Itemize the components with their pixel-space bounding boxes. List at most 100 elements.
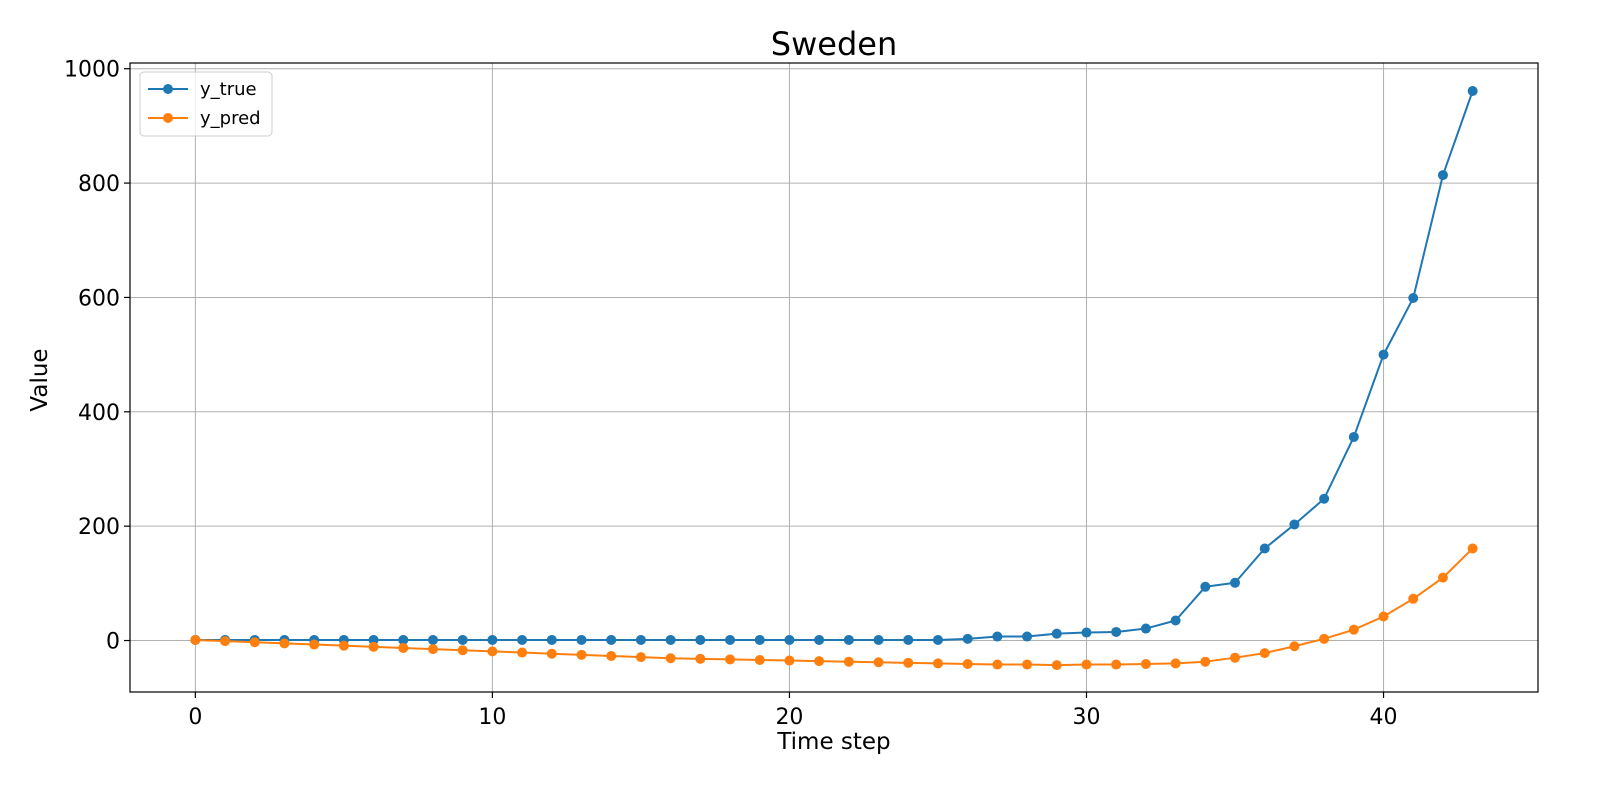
data-point-y_true <box>1378 349 1389 360</box>
data-point-y_true <box>1081 627 1092 638</box>
data-point-y_true <box>1467 86 1478 97</box>
data-point-y_pred <box>338 640 349 651</box>
data-point-y_pred <box>368 641 379 652</box>
data-point-y_true <box>1348 431 1359 442</box>
data-point-y_pred <box>1111 659 1122 670</box>
data-point-y_true <box>398 634 409 645</box>
y-tick-label: 600 <box>78 286 120 311</box>
data-point-y_pred <box>1467 543 1478 554</box>
data-point-y_true <box>427 634 438 645</box>
data-point-y_pred <box>1437 572 1448 583</box>
legend-marker <box>163 84 173 94</box>
data-point-y_true <box>1408 293 1419 304</box>
data-point-y_pred <box>517 647 528 658</box>
data-point-y_true <box>932 634 943 645</box>
data-point-y_true <box>368 634 379 645</box>
data-point-y_true <box>1200 581 1211 592</box>
data-point-y_pred <box>1289 641 1300 652</box>
data-point-y_pred <box>1319 633 1330 644</box>
data-point-y_true <box>1022 631 1033 642</box>
series-y_pred <box>190 543 1478 671</box>
data-point-y_pred <box>962 658 973 669</box>
legend-item-y_pred: y_pred <box>148 108 261 129</box>
data-point-y_pred <box>932 658 943 669</box>
data-point-y_true <box>1111 626 1122 637</box>
data-point-y_pred <box>546 648 557 659</box>
data-point-y_pred <box>814 656 825 667</box>
data-point-y_true <box>903 634 914 645</box>
data-point-y_true <box>725 634 736 645</box>
legend-marker <box>163 113 173 123</box>
data-point-y_true <box>576 634 587 645</box>
data-point-y_pred <box>754 654 765 665</box>
data-point-y_true <box>487 634 498 645</box>
data-point-y_pred <box>487 646 498 657</box>
x-tick-label: 20 <box>775 705 803 730</box>
data-point-y_pred <box>309 639 320 650</box>
data-point-y_pred <box>695 653 706 664</box>
data-point-y_true <box>606 634 617 645</box>
data-point-y_true <box>1230 577 1241 588</box>
data-point-y_pred <box>873 657 884 668</box>
data-point-y_pred <box>1170 658 1181 669</box>
data-point-y_true <box>814 634 825 645</box>
legend-label: y_pred <box>200 108 261 129</box>
series-layer <box>190 86 1478 671</box>
data-point-y_pred <box>279 638 290 649</box>
x-tick-label: 0 <box>188 705 202 730</box>
y-tick-label: 0 <box>106 630 120 655</box>
data-point-y_true <box>784 634 795 645</box>
data-point-y_pred <box>903 657 914 668</box>
data-point-y_true <box>1051 628 1062 639</box>
data-point-y_pred <box>992 659 1003 670</box>
data-point-y_pred <box>1022 659 1033 670</box>
y-tick-label: 200 <box>78 515 120 540</box>
data-point-y_pred <box>725 654 736 665</box>
data-point-y_pred <box>1408 593 1419 604</box>
data-point-y_pred <box>1051 660 1062 671</box>
data-point-y_true <box>635 634 646 645</box>
data-point-y_true <box>962 633 973 644</box>
data-point-y_pred <box>249 637 260 648</box>
data-point-y_pred <box>606 650 617 661</box>
data-point-y_pred <box>843 656 854 667</box>
data-point-y_true <box>1259 543 1270 554</box>
legend: y_true y_pred <box>139 71 273 137</box>
data-point-y_true <box>457 634 468 645</box>
data-point-y_true <box>695 634 706 645</box>
data-point-y_true <box>843 634 854 645</box>
data-point-y_pred <box>665 653 676 664</box>
data-point-y_pred <box>1259 648 1270 659</box>
x-tick-label: 10 <box>478 705 506 730</box>
data-point-y_true <box>1319 493 1330 504</box>
series-line-y_pred <box>195 547 1474 667</box>
y-axis-label: Value <box>27 348 53 411</box>
data-point-y_pred <box>1378 611 1389 622</box>
data-point-y_pred <box>190 634 201 645</box>
data-point-y_true <box>1140 623 1151 634</box>
data-point-y_true <box>546 634 557 645</box>
x-tick-label: 40 <box>1370 705 1398 730</box>
plot-frame <box>129 62 1539 693</box>
y-tick-label: 800 <box>78 172 120 197</box>
data-point-y_true <box>1289 519 1300 530</box>
data-point-y_pred <box>576 649 587 660</box>
data-point-y_pred <box>1200 656 1211 667</box>
data-point-y_pred <box>220 636 231 647</box>
data-point-y_true <box>1437 170 1448 181</box>
data-point-y_true <box>665 634 676 645</box>
legend-item-y_true: y_true <box>148 79 257 100</box>
legend-label: y_true <box>200 79 257 100</box>
x-axis-label: Time step <box>776 729 890 755</box>
data-point-y_pred <box>784 655 795 666</box>
data-point-y_pred <box>635 652 646 663</box>
data-point-y_pred <box>398 642 409 653</box>
data-point-y_pred <box>1140 658 1151 669</box>
data-point-y_pred <box>1081 659 1092 670</box>
data-point-y_true <box>992 631 1003 642</box>
data-point-y_pred <box>1230 652 1241 663</box>
series-y_true <box>190 86 1478 645</box>
x-tick-label: 30 <box>1072 705 1100 730</box>
